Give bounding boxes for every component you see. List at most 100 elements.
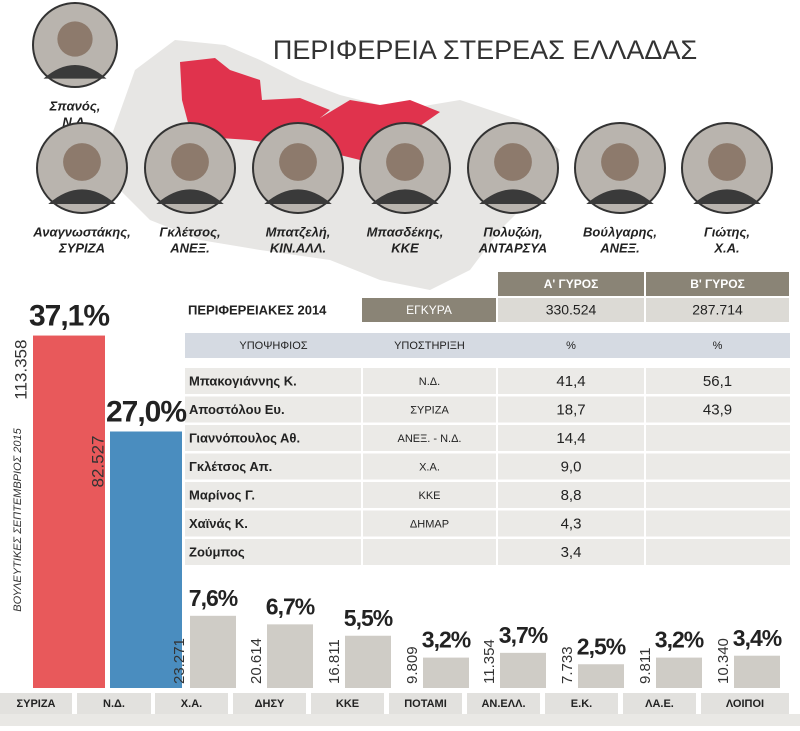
y-axis-label: ΒΟΥΛΕΥΤΙΚΕΣ ΣΕΠΤΕΜΒΡΙΟΣ 2015	[12, 427, 24, 611]
x-tick-label: ΛΟΙΠΟΙ	[726, 698, 764, 710]
candidate-name: Μπασδέκης,	[367, 224, 444, 239]
header-row	[185, 333, 790, 358]
table-cell: 56,1	[703, 373, 732, 390]
valid-value: 330.524	[546, 302, 597, 318]
vote-label: 16.811	[326, 639, 343, 684]
photo-head	[601, 143, 639, 181]
value-label: 3,2%	[655, 627, 704, 653]
vote-label: 20.614	[248, 638, 265, 684]
table-cell: Γκλέτσος Απ.	[189, 459, 272, 474]
table-title: ΠΕΡΙΦΕΡΕΙΑΚΕΣ 2014	[188, 302, 327, 317]
bar	[110, 431, 182, 688]
bar	[734, 655, 780, 688]
photo-head	[494, 143, 532, 181]
category-cell	[467, 693, 540, 714]
table-row	[185, 453, 790, 480]
table-cell: Αποστόλου Ευ.	[189, 402, 285, 417]
bar	[345, 635, 391, 688]
x-tick-label: ΛΑ.Ε.	[645, 698, 674, 710]
table-cell: Μαρίνος Γ.	[189, 487, 255, 502]
photo-head	[708, 143, 746, 181]
photo-head	[171, 143, 209, 181]
table-cell: Χ.Α.	[419, 461, 440, 473]
photo-head	[57, 21, 93, 57]
candidate-party: ΚΚΕ	[391, 240, 419, 255]
column-header: ΥΠΟΨΗΦΙΟΣ	[239, 340, 307, 352]
category-cell	[311, 693, 384, 714]
round-header	[646, 272, 789, 296]
photo-body	[43, 64, 107, 79]
title: ΠΕΡΙΦΕΡΕΙΑ ΣΤΕΡΕΑΣ ΕΛΛΑΔΑΣ	[273, 35, 697, 65]
value-label: 7,6%	[189, 585, 238, 611]
table-row	[185, 368, 790, 394]
x-tick-label: ΚΚΕ	[336, 698, 359, 710]
photo-head	[63, 143, 101, 181]
x-tick-label: ΔΗΣΥ	[255, 698, 285, 710]
category-cell	[701, 693, 789, 714]
table-cell: Ν.Δ.	[419, 376, 440, 388]
candidate-name: Σπανός,	[49, 98, 101, 113]
photo-body	[48, 189, 116, 204]
vote-label: 23.271	[171, 638, 188, 684]
bar	[423, 657, 469, 688]
candidate-name: Πολυζώη,	[483, 224, 542, 239]
photo-body	[586, 189, 654, 204]
table-row	[185, 396, 790, 423]
bar	[267, 624, 313, 688]
photo-body	[371, 189, 439, 204]
table-cell: 9,0	[561, 458, 582, 475]
table-cell: Χαϊνάς Κ.	[189, 516, 248, 531]
vote-label: 7.733	[559, 646, 576, 684]
candidate-name: Αναγνωστάκης,	[32, 224, 130, 239]
table-cell: 41,4	[556, 373, 585, 390]
x-tick-label: Ε.Κ.	[571, 698, 592, 710]
category-cell	[623, 693, 696, 714]
vote-label: 82.527	[88, 436, 107, 488]
valid-value: 287.714	[692, 302, 743, 318]
candidate-name: Γιώτης,	[704, 224, 750, 239]
table-row	[185, 539, 790, 565]
candidate-party: ΚΙΝ.ΑΛΛ.	[270, 240, 326, 255]
table-cell: 4,3	[561, 515, 582, 532]
table-cell: Μπακογιάννης Κ.	[189, 373, 297, 388]
value-label: 37,1%	[29, 299, 109, 332]
x-tick-label: ΣΥΡΙΖΑ	[17, 698, 56, 710]
vote-label: 9.809	[404, 646, 421, 684]
table-row	[185, 510, 790, 537]
photo-head	[279, 143, 317, 181]
bar	[656, 657, 702, 688]
table-cell: ΚΚΕ	[418, 490, 440, 502]
value-label: 3,2%	[422, 627, 471, 653]
candidate-party: ΑΝΕΞ.	[169, 240, 210, 255]
vote-label: 11.354	[481, 639, 498, 684]
column-header: ΥΠΟΣΤΗΡΙΞΗ	[394, 340, 465, 352]
table-cell: 3,4	[561, 544, 582, 561]
vote-label: 10.340	[715, 638, 732, 684]
x-tick-label: Ν.Δ.	[103, 698, 125, 710]
value-label: 5,5%	[344, 605, 393, 631]
candidate-name: Βούλγαρης,	[583, 224, 657, 239]
round-label: Β' ΓΥΡΟΣ	[690, 277, 745, 291]
bar	[578, 664, 624, 688]
table-cell: 8,8	[561, 487, 582, 504]
column-header: %	[566, 340, 576, 352]
candidate-party: ΣΥΡΙΖΑ	[58, 240, 105, 255]
category-cell	[233, 693, 306, 714]
photo-head	[386, 143, 424, 181]
column-header: %	[713, 340, 723, 352]
bar	[190, 615, 236, 688]
value-label: 3,4%	[733, 625, 782, 651]
category-cell	[0, 693, 72, 714]
table-cell: ΑΝΕΞ. - Ν.Δ.	[397, 433, 461, 445]
photo-body	[479, 189, 547, 204]
valid-cell	[498, 298, 644, 322]
category-cell	[77, 693, 151, 714]
table-cell: 18,7	[556, 401, 585, 418]
valid-cell	[646, 298, 789, 322]
candidate-name: Μπατζελή,	[266, 224, 331, 239]
round-label: Α' ΓΥΡΟΣ	[544, 277, 599, 291]
valid-label-cell	[362, 298, 496, 322]
photo-body	[693, 189, 761, 204]
candidate-party: ΑΝΤΑΡΣΥΑ	[478, 240, 547, 255]
table-row	[185, 425, 790, 451]
